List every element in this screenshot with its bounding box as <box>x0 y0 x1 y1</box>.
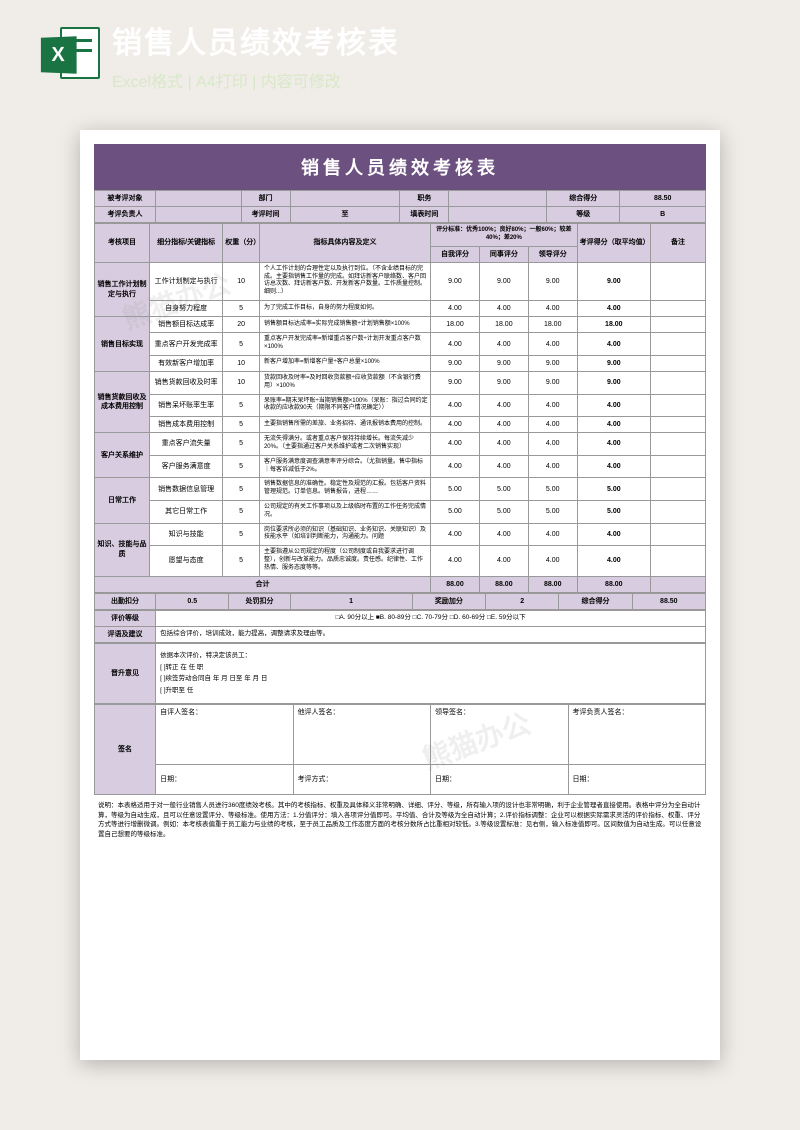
promote-table: 晋升意见 依据本次评价，特决定该员工：[ ]转正 在 任 职[ ]续签劳动合同自… <box>94 643 706 704</box>
document-paper: 销售人员绩效考核表 被考评对象 部门 职务 综合得分88.50 考评负责人 考评… <box>80 130 720 1060</box>
notes-text: 说明：本表格适用于对一般行业销售人员进行360度绩效考核。其中的考核指标、权重及… <box>94 795 706 846</box>
info-table: 被考评对象 部门 职务 综合得分88.50 考评负责人 考评时间至 填表时间 等… <box>94 190 706 223</box>
doc-title: 销售人员绩效考核表 <box>94 144 706 190</box>
grade-table: 评价等级 □A. 90分以上 ■B. 80-89分 □C. 70-79分 □D.… <box>94 610 706 643</box>
sub-title: Excel格式 | A4打印 | 内容可修改 <box>112 68 760 92</box>
main-title: 销售人员绩效考核表 <box>112 18 760 62</box>
adjust-table: 出勤扣分0.5 处罚扣分1 奖励加分2 综合得分88.50 <box>94 593 706 610</box>
page-header: X 销售人员绩效考核表 Excel格式 | A4打印 | 内容可修改 <box>40 18 760 92</box>
assessment-table: 考核项目 细分指标/关键指标 权重（分） 指标具体内容及定义 评分标准：优秀10… <box>94 223 706 592</box>
excel-icon: X <box>40 27 100 83</box>
sign-table: 签名 自评人签名： 他评人签名： 领导签名： 考评负责人签名： 日期： 考评方式… <box>94 704 706 795</box>
